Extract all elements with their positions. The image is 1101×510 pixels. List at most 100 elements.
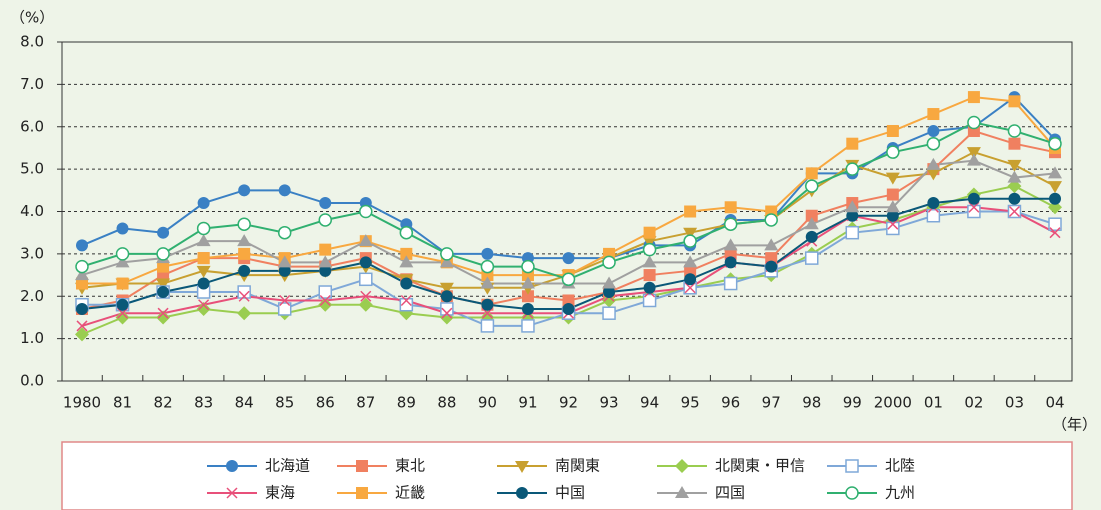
- point: [277, 302, 292, 316]
- point: [1049, 192, 1061, 205]
- point: [76, 302, 88, 315]
- point: [400, 294, 412, 307]
- point: [723, 217, 738, 231]
- point: [683, 234, 697, 248]
- point: [603, 286, 616, 299]
- point: [845, 162, 860, 176]
- point: [115, 310, 130, 325]
- x-tick-label: 90: [478, 394, 497, 412]
- y-tick-label: 1.0: [20, 329, 44, 347]
- point: [196, 301, 211, 316]
- point: [886, 221, 900, 236]
- point: [1008, 205, 1020, 218]
- point: [684, 205, 697, 218]
- point: [602, 255, 616, 270]
- point: [1007, 170, 1022, 183]
- point: [521, 319, 535, 333]
- x-tick-label: 81: [113, 394, 132, 412]
- x-tick-label: 1980: [63, 394, 101, 412]
- series-line: [81, 151, 1056, 289]
- point: [278, 184, 291, 197]
- point: [642, 236, 657, 249]
- point: [439, 255, 454, 268]
- legend-marker: [356, 487, 368, 499]
- x-tick-label: 03: [1005, 394, 1024, 412]
- point: [76, 320, 88, 332]
- point: [318, 213, 332, 227]
- point: [885, 172, 900, 185]
- point: [642, 242, 657, 257]
- point: [967, 91, 980, 104]
- point: [440, 290, 453, 303]
- point: [480, 319, 495, 333]
- series-line: [81, 159, 1056, 285]
- point: [358, 234, 373, 247]
- point: [277, 255, 292, 268]
- x-tick-label: 99: [843, 394, 862, 412]
- point: [157, 286, 170, 299]
- point: [441, 307, 453, 319]
- x-tick-label: 88: [437, 394, 456, 412]
- point: [196, 234, 211, 247]
- x-tick-label: 92: [559, 394, 578, 412]
- point: [887, 218, 899, 230]
- point: [76, 239, 88, 252]
- legend-label: 九州: [885, 484, 915, 502]
- x-tick-label: 01: [924, 394, 943, 412]
- point: [117, 307, 129, 319]
- x-tick-label: 2000: [874, 394, 912, 412]
- point: [399, 297, 414, 312]
- x-unit: （年）: [1052, 416, 1097, 434]
- point: [237, 217, 251, 231]
- point: [116, 277, 129, 290]
- legend-label: 北関東・甲信: [715, 457, 805, 475]
- point: [75, 268, 89, 281]
- x-tick-label: 97: [762, 394, 781, 412]
- point: [157, 260, 170, 273]
- point: [1007, 159, 1022, 172]
- point: [1008, 137, 1021, 150]
- point: [238, 247, 251, 260]
- point: [157, 226, 170, 239]
- x-tick-label: 94: [640, 394, 659, 412]
- legend-marker: [675, 459, 689, 473]
- point: [967, 192, 980, 205]
- point: [359, 272, 373, 287]
- point: [602, 293, 617, 308]
- point: [562, 252, 575, 265]
- legend-marker: [845, 459, 859, 473]
- point: [926, 168, 941, 181]
- point: [724, 247, 737, 260]
- point: [319, 243, 332, 256]
- point: [966, 147, 981, 160]
- x-tick-label: 95: [681, 394, 700, 412]
- legend-box: [61, 441, 1073, 510]
- y-tick-label: 2.0: [20, 287, 44, 305]
- point: [1048, 136, 1062, 151]
- x-tick-label: 04: [1045, 394, 1064, 412]
- point: [561, 272, 576, 287]
- point: [642, 293, 657, 308]
- x-tick-label: 84: [235, 394, 254, 412]
- x-tick-label: 98: [802, 394, 821, 412]
- y-unit: （%）: [10, 9, 54, 27]
- point: [238, 184, 251, 197]
- point: [197, 277, 210, 290]
- point: [684, 273, 697, 286]
- y-tick-label: 5.0: [20, 160, 44, 178]
- point: [358, 297, 373, 312]
- legend-label: 北陸: [885, 457, 915, 475]
- point: [927, 197, 940, 210]
- legend-marker: [675, 486, 689, 498]
- point: [683, 255, 698, 268]
- point: [440, 302, 454, 316]
- point: [845, 225, 860, 240]
- point: [237, 285, 251, 299]
- legend-label: 中国: [555, 484, 585, 502]
- point: [885, 200, 900, 213]
- point: [238, 264, 251, 277]
- point: [197, 197, 210, 210]
- point: [1048, 166, 1062, 179]
- x-tick-label: 83: [194, 394, 213, 412]
- point: [886, 145, 900, 159]
